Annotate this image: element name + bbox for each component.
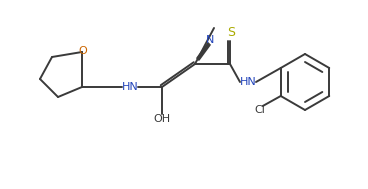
Text: S: S xyxy=(227,26,235,40)
Text: O: O xyxy=(79,46,87,56)
Text: Cl: Cl xyxy=(254,105,265,115)
Text: OH: OH xyxy=(153,114,170,124)
Text: HN: HN xyxy=(240,77,256,87)
Text: N: N xyxy=(206,35,214,45)
Text: HN: HN xyxy=(122,82,138,92)
